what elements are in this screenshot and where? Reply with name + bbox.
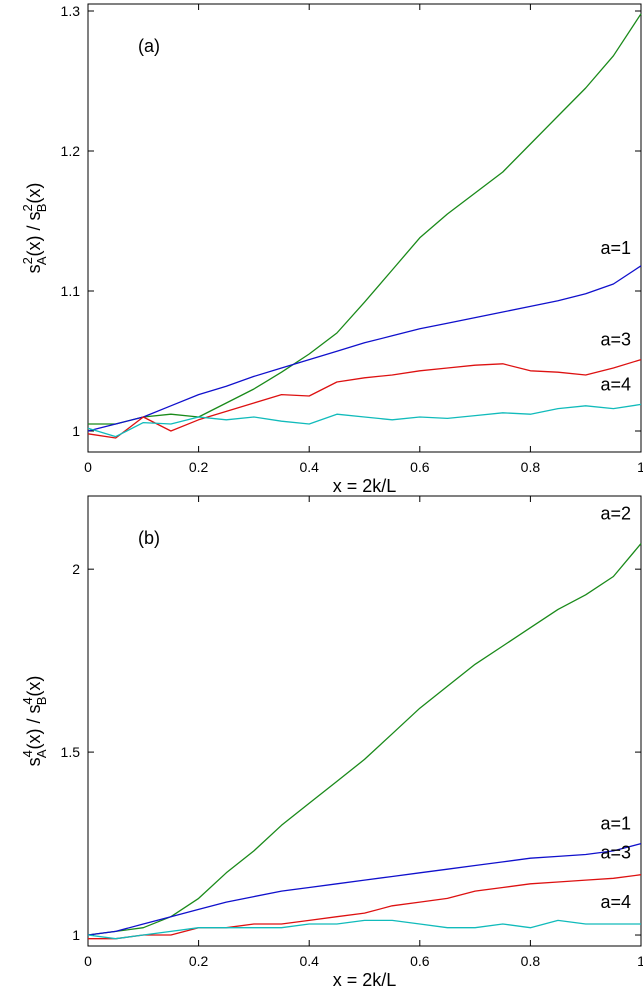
series-line-a1 — [87, 842, 642, 936]
y-tick: 1.2 — [61, 143, 641, 159]
series-label-a4: a=4 — [600, 892, 631, 912]
x-tick: 0.8 — [521, 496, 541, 969]
x-tick-label: 1 — [637, 953, 643, 969]
y-tick-label: 1 — [72, 927, 80, 943]
series-label-a1: a=1 — [600, 238, 631, 258]
x-tick-label: 0 — [84, 459, 92, 475]
y-tick: 2 — [72, 561, 641, 577]
x-tick-label: 0 — [84, 953, 92, 969]
chart-panel-1: 0 0.2 0.4 0.6 0.8 1 1 1.1 1.2 1.3 x = 2k/L s2A(x) /… — [20, 3, 643, 496]
x-tick-label: 0.4 — [299, 953, 319, 969]
x-axis-label: x = 2k/L — [333, 970, 397, 990]
x-tick-label: 0.6 — [410, 459, 430, 475]
x-tick: 0.6 — [410, 4, 430, 475]
x-tick: 0.2 — [189, 496, 209, 969]
x-tick: 0 — [84, 496, 92, 969]
x-tick: 0.4 — [299, 496, 319, 969]
x-tick: 0 — [84, 4, 92, 475]
x-tick: 0.4 — [299, 4, 319, 475]
series-label-a3: a=3 — [600, 330, 631, 350]
y-axis-label: s4A(x) / s4B(x) — [20, 676, 49, 767]
series-line-a3 — [87, 358, 642, 439]
x-tick: 0.2 — [189, 4, 209, 475]
x-tick-label: 1 — [637, 459, 643, 475]
series-label-a4: a=4 — [600, 374, 631, 394]
panel-tag: (b) — [138, 528, 160, 548]
series-line-a4 — [87, 403, 642, 438]
series-line-a3 — [88, 874, 642, 940]
y-tick-label: 1 — [72, 423, 80, 439]
y-tick: 1 — [72, 423, 641, 439]
y-tick: 1.1 — [61, 283, 641, 299]
panel-tag: (a) — [138, 36, 160, 56]
x-axis-label: x = 2k/L — [333, 476, 397, 496]
series-label-a2: a=2 — [600, 504, 631, 524]
x-tick-label: 0.8 — [521, 459, 541, 475]
series-label-a1: a=1 — [600, 814, 631, 834]
x-tick-label: 0.2 — [189, 953, 209, 969]
x-tick: 0.6 — [410, 496, 430, 969]
x-tick-label: 0.4 — [299, 459, 319, 475]
y-tick: 1.5 — [61, 744, 641, 760]
series-line-a2 — [88, 13, 642, 425]
x-tick-label: 0.6 — [410, 953, 430, 969]
plot-frame — [87, 495, 642, 947]
series-line-a4 — [87, 919, 641, 940]
y-tick-label: 1.3 — [61, 3, 81, 19]
series-line-a2 — [87, 543, 642, 936]
x-tick: 1 — [637, 496, 643, 969]
series-label-a3: a=3 — [600, 843, 631, 863]
x-tick-label: 0.2 — [189, 459, 209, 475]
y-tick-label: 1.5 — [61, 744, 81, 760]
y-tick-label: 1.1 — [61, 283, 81, 299]
series-line-a1 — [87, 265, 642, 432]
y-axis-label: s2A(x) / s2B(x) — [20, 183, 49, 274]
chart-panel-2: 0 0.2 0.4 0.6 0.8 1 1 1.5 2 x = 2k/L s4A(x) / s4B(… — [20, 495, 643, 990]
y-tick: 1.3 — [61, 3, 641, 19]
y-tick-label: 2 — [72, 561, 80, 577]
x-tick: 1 — [637, 4, 643, 475]
x-tick-label: 0.8 — [521, 953, 541, 969]
plot-frame — [87, 3, 642, 453]
y-tick-label: 1.2 — [61, 143, 81, 159]
x-tick: 0.8 — [521, 4, 541, 475]
